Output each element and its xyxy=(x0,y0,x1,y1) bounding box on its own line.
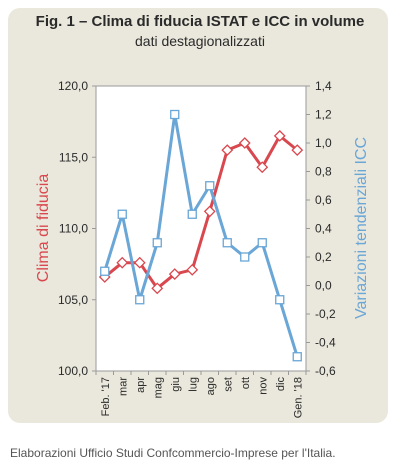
x-tick-label: set xyxy=(222,377,234,392)
data-point xyxy=(240,252,250,262)
data-point xyxy=(152,238,162,248)
data-point xyxy=(133,256,146,269)
data-point xyxy=(203,205,216,218)
x-tick-label: lug xyxy=(187,377,199,392)
y-right-tick-label: 0,0 xyxy=(315,279,332,293)
data-point xyxy=(291,144,304,157)
y-left-tick-label: 100,0 xyxy=(58,364,88,378)
x-tick-label: mar xyxy=(117,377,129,396)
x-tick-label: Feb. '17 xyxy=(100,377,112,416)
data-point xyxy=(151,282,164,295)
data-point xyxy=(117,209,127,219)
data-point xyxy=(238,137,251,149)
y-right-tick-label: 0,6 xyxy=(315,193,332,207)
y-left-tick-label: 120,0 xyxy=(58,79,88,93)
x-tick-label: ott xyxy=(240,377,252,389)
chart-subtitle: dati destagionalizzati xyxy=(135,33,265,49)
y-right-tick-label: -0,2 xyxy=(315,307,336,321)
series-line-1 xyxy=(103,113,299,358)
x-tick-label: apr xyxy=(135,377,147,393)
y-right-tick-label: 0,2 xyxy=(315,250,332,264)
x-tick-label: giu xyxy=(170,377,182,392)
y-left-tick-label: 115,0 xyxy=(59,150,88,164)
y-right-tick-label: -0,6 xyxy=(315,364,336,378)
y-right-tick-label: 1,2 xyxy=(315,108,332,122)
x-tick-label: Gen. '18 xyxy=(292,377,304,418)
data-point xyxy=(205,181,215,191)
data-point xyxy=(257,238,267,248)
y-right-tick-label: 0,4 xyxy=(315,222,332,236)
x-tick-label: mag xyxy=(152,377,164,398)
y-right-axis-title: Variazioni tendenziali ICC xyxy=(353,137,370,319)
x-tick-label: dic xyxy=(275,377,287,392)
chart-svg: 100,0 105,0 110,0 115,0 120,0 -0,6 -0,4 -0,2 0,0… xyxy=(35,79,370,418)
plot-area xyxy=(95,85,307,372)
x-tick-label: nov xyxy=(257,377,269,395)
y-right-tick-label: 0,8 xyxy=(315,165,332,179)
y-right-tick-label: 1,0 xyxy=(315,136,332,150)
y-right-tick-label: 1,4 xyxy=(315,79,332,93)
data-point xyxy=(100,266,110,276)
data-point xyxy=(273,129,286,142)
source-note: Elaborazioni Ufficio Studi Confcommercio… xyxy=(10,446,336,460)
data-point xyxy=(186,263,199,276)
data-point xyxy=(275,295,285,305)
data-point xyxy=(222,238,232,248)
y-right-tick-label: -0,4 xyxy=(315,336,336,350)
y-left-tick-label: 110,0 xyxy=(59,222,88,236)
data-point xyxy=(168,268,181,281)
y-left-tick-label: 105,0 xyxy=(58,293,88,307)
data-point xyxy=(116,256,129,269)
data-point xyxy=(187,209,197,219)
data-point xyxy=(221,144,234,157)
data-point xyxy=(292,352,302,362)
chart-title: Fig. 1 – Clima di fiducia ISTAT e ICC in… xyxy=(35,13,365,30)
y-left-axis-title: Clima di fiducia xyxy=(35,174,52,283)
data-point xyxy=(256,161,269,174)
data-point xyxy=(135,295,145,305)
x-tick-label: ago xyxy=(205,377,217,395)
data-point xyxy=(170,109,180,120)
